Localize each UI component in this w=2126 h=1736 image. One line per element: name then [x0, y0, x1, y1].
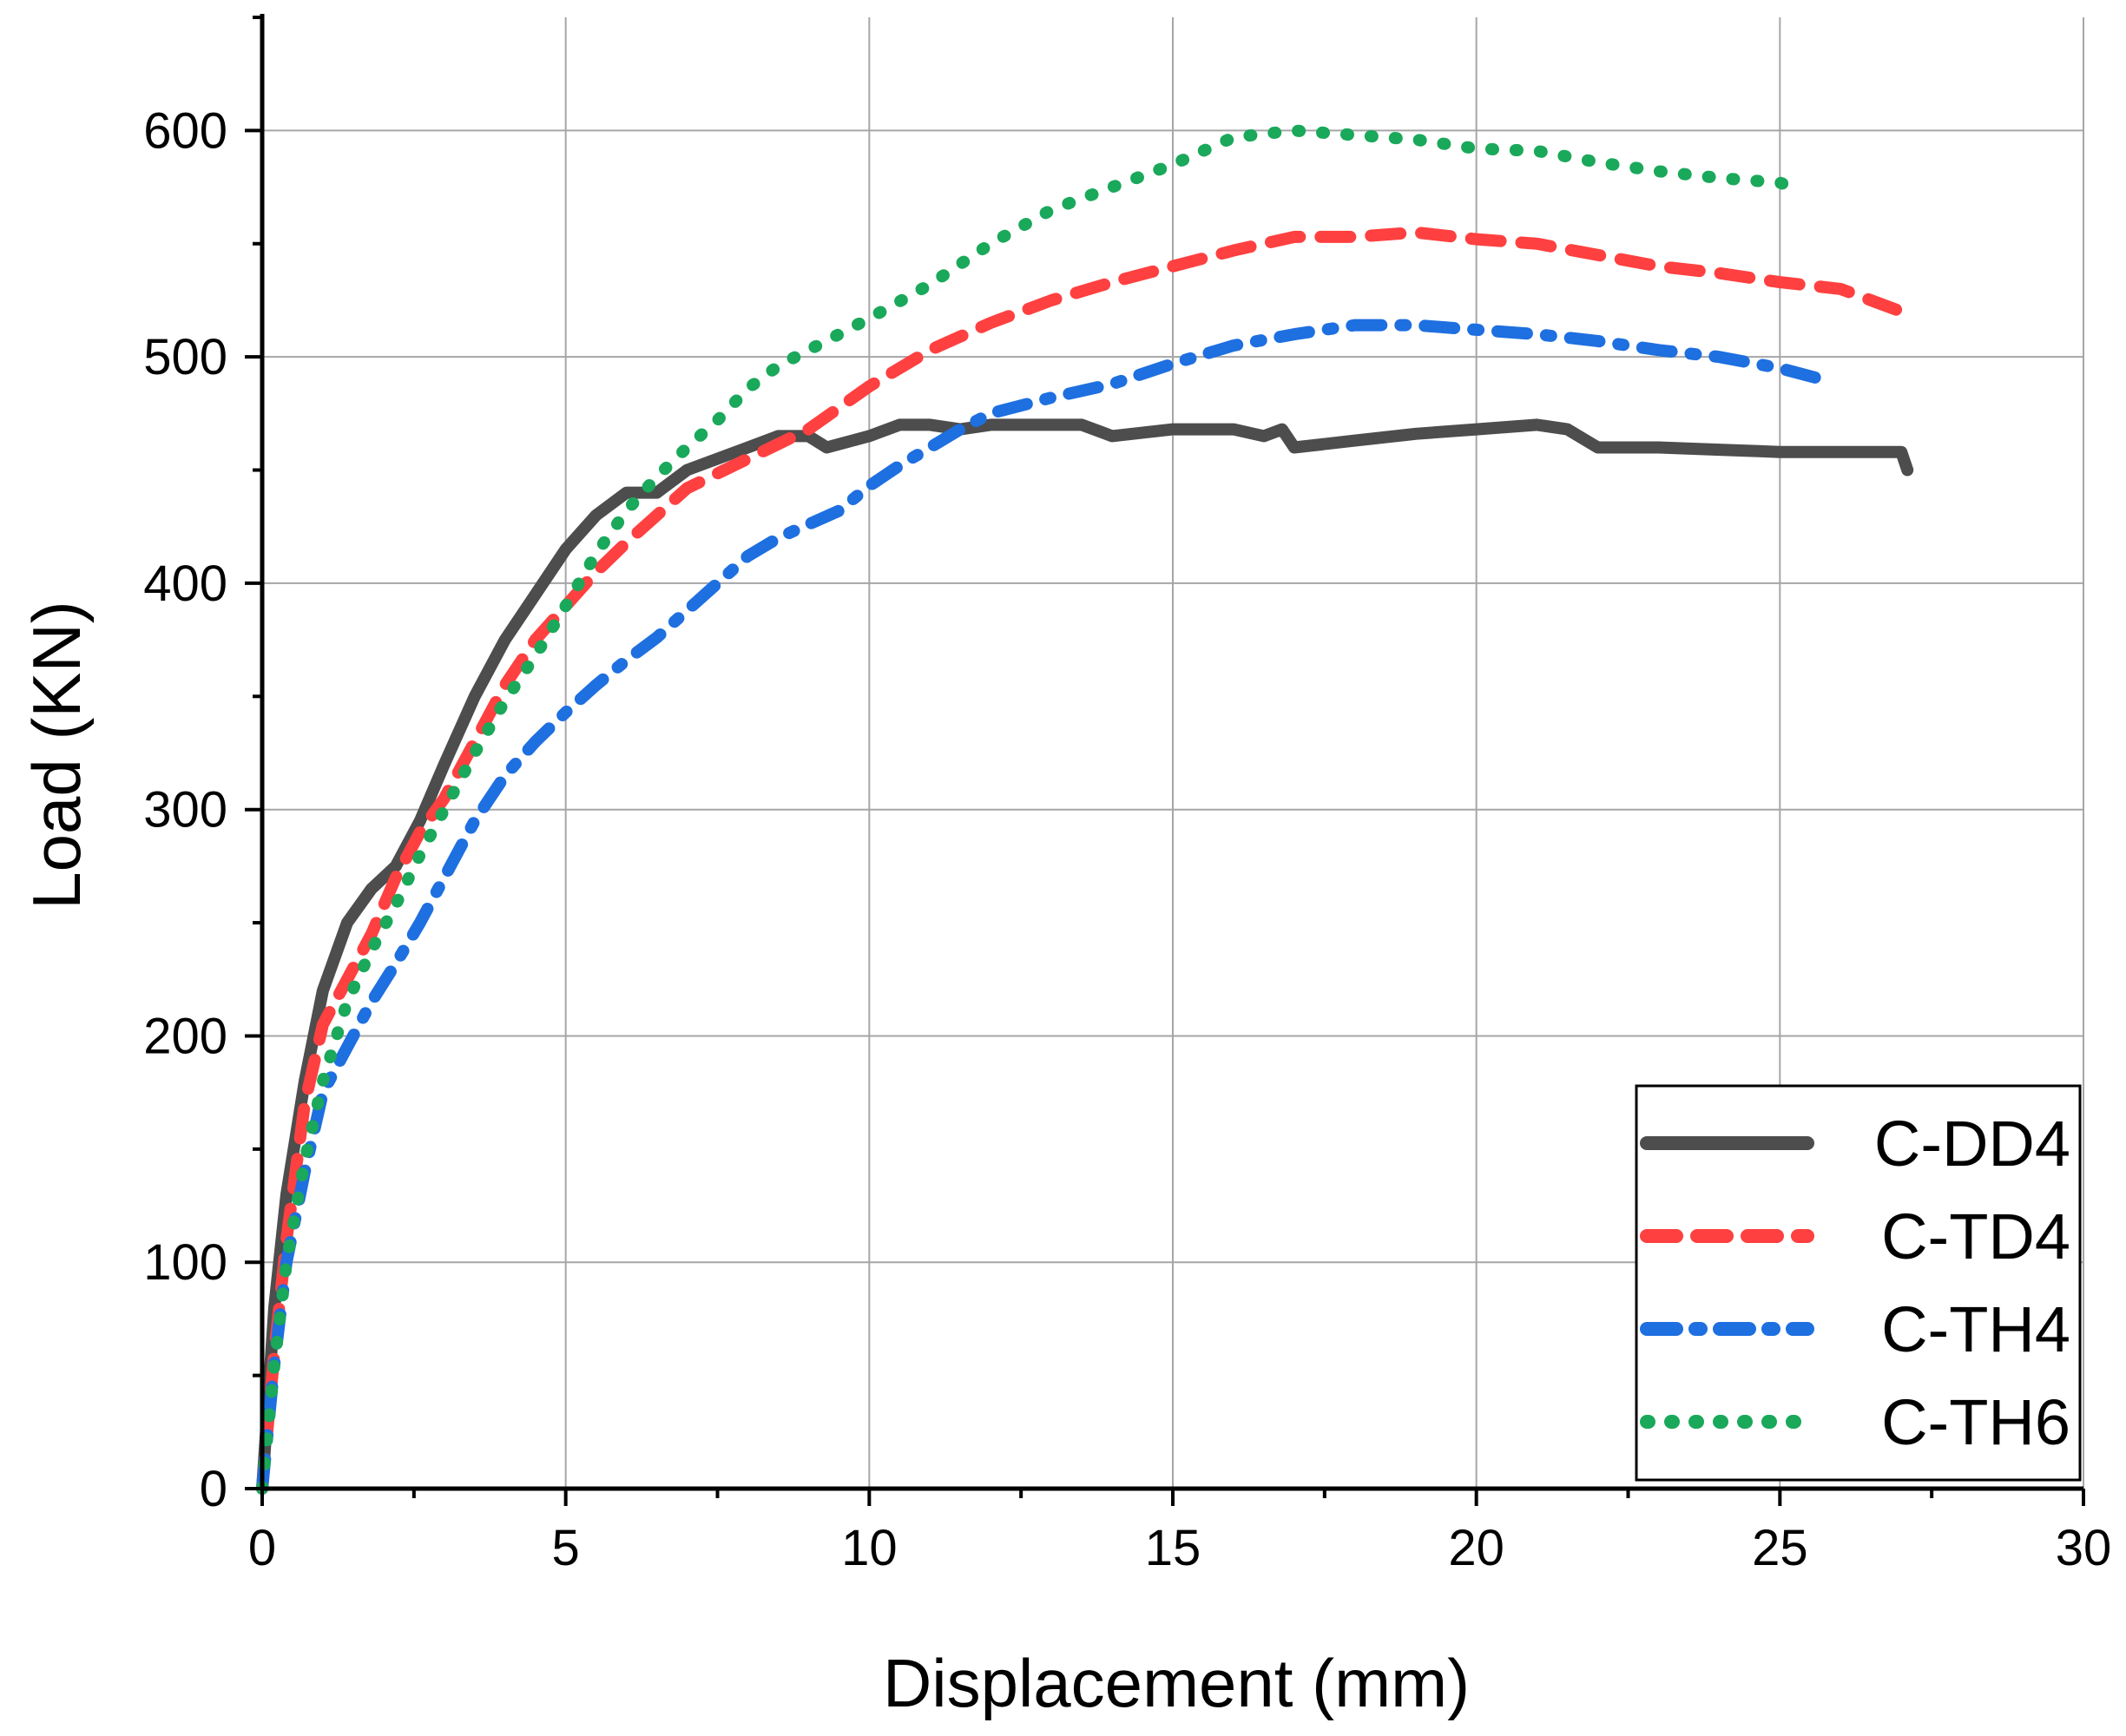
- legend-label: C-TH6: [1881, 1386, 2070, 1458]
- x-tick-label: 25: [1752, 1520, 1808, 1576]
- legend-label: C-TH4: [1881, 1293, 2070, 1365]
- x-tick-label: 15: [1145, 1520, 1201, 1576]
- y-tick-label: 500: [143, 329, 227, 385]
- y-tick-label: 400: [143, 556, 227, 612]
- axes: [245, 14, 2085, 1506]
- y-tick-label: 100: [143, 1234, 227, 1291]
- x-tick-label: 10: [841, 1520, 898, 1576]
- x-tick-label: 20: [1448, 1520, 1504, 1576]
- x-tick-label: 5: [552, 1520, 580, 1576]
- y-axis-title: Load (KN): [18, 601, 95, 910]
- series-line-c-th4: [256, 319, 1829, 1495]
- y-tick-label: 200: [143, 1008, 227, 1064]
- legend-label: C-DD4: [1874, 1108, 2070, 1180]
- x-axis-title: Displacement (mm): [883, 1645, 1470, 1721]
- y-tick-label: 0: [200, 1461, 227, 1517]
- x-tick-label: 30: [2056, 1520, 2112, 1576]
- legend-label: C-TD4: [1881, 1200, 2070, 1272]
- series-lines: [256, 124, 1914, 1495]
- legend-box: [1635, 1084, 2082, 1482]
- y-tick-label: 600: [143, 102, 227, 159]
- series-line-c-td4: [256, 226, 1908, 1495]
- x-tick-label: 0: [248, 1520, 276, 1576]
- y-tick-label: 300: [143, 782, 227, 838]
- legend: C-DD4 C-TD4 C-TH4 C-TH6: [1635, 1084, 2082, 1482]
- series-line-c-th6: [256, 124, 1799, 1495]
